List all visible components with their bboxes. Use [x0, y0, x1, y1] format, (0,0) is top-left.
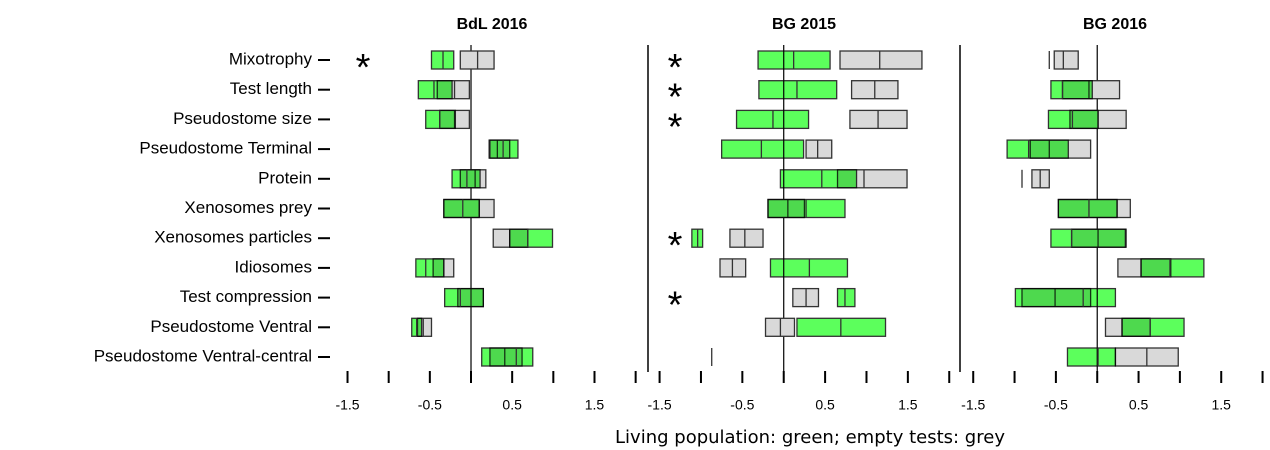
empty-test-box — [1053, 50, 1079, 70]
empty-test-box — [839, 50, 923, 70]
x-tick-label: -0.5 — [1044, 397, 1068, 413]
y-tick-label: Idiosomes — [235, 257, 312, 276]
x-tick-label: -1.5 — [648, 397, 672, 413]
significance-marker: * — [668, 47, 683, 89]
x-tick-label: 1.5 — [898, 397, 918, 413]
living-box — [836, 287, 856, 308]
significance-marker: * — [668, 225, 683, 267]
significance-marker: * — [668, 77, 683, 119]
living-box — [1050, 228, 1126, 248]
significance-marker: * — [668, 285, 683, 327]
living-box — [1140, 258, 1205, 278]
living-box — [721, 139, 805, 159]
living-box — [1047, 109, 1099, 130]
x-tick-label: -0.5 — [418, 397, 442, 413]
y-tick-label: Pseudostome Ventral-central — [94, 346, 312, 365]
empty-test-box — [729, 228, 764, 248]
x-tick-label: -1.5 — [335, 397, 359, 413]
living-box — [444, 287, 485, 308]
y-tick-label: Xenosomes particles — [154, 228, 312, 247]
significance-marker: * — [356, 47, 371, 89]
living-box — [481, 347, 534, 367]
x-tick-label: 0.5 — [815, 397, 835, 413]
living-box — [779, 169, 858, 189]
panel-title: BdL 2016 — [457, 16, 528, 33]
living-box — [758, 80, 838, 100]
y-tick-label: Xenosomes prey — [184, 198, 312, 217]
x-tick-label: 0.5 — [1129, 397, 1149, 413]
panel-title: BG 2015 — [772, 16, 836, 33]
living-box — [425, 109, 457, 130]
x-tick-label: 0.5 — [502, 397, 522, 413]
living-box — [415, 258, 445, 278]
x-tick-label: 1.5 — [585, 397, 605, 413]
panel-title: BG 2016 — [1083, 16, 1147, 33]
y-tick-label: Pseudostome Ventral — [150, 317, 312, 336]
empty-test-box — [805, 139, 833, 159]
x-tick-label: -1.5 — [961, 397, 985, 413]
living-box — [417, 80, 453, 100]
living-box — [1014, 287, 1117, 308]
living-box — [509, 228, 554, 248]
y-tick-label: Protein — [258, 168, 312, 187]
y-tick-label: Mixotrophy — [229, 49, 313, 68]
living-box — [1050, 80, 1093, 100]
living-box — [1006, 139, 1069, 159]
y-tick-label: Test compression — [180, 287, 312, 306]
x-tick-label: -0.5 — [730, 397, 754, 413]
y-tick-label: Pseudostome Terminal — [139, 139, 312, 158]
living-box — [1057, 198, 1118, 219]
x-tick-label: 1.5 — [1211, 397, 1231, 413]
living-box — [443, 198, 480, 219]
living-box — [451, 169, 481, 189]
y-tick-label: Test length — [230, 79, 312, 98]
living-box — [1121, 317, 1185, 337]
y-tick-label: Pseudostome size — [173, 109, 312, 128]
significance-marker: * — [668, 106, 683, 148]
living-box — [1066, 347, 1117, 367]
x-axis-label: Living population: green; empty tests: g… — [615, 427, 1005, 448]
living-box — [489, 139, 519, 159]
